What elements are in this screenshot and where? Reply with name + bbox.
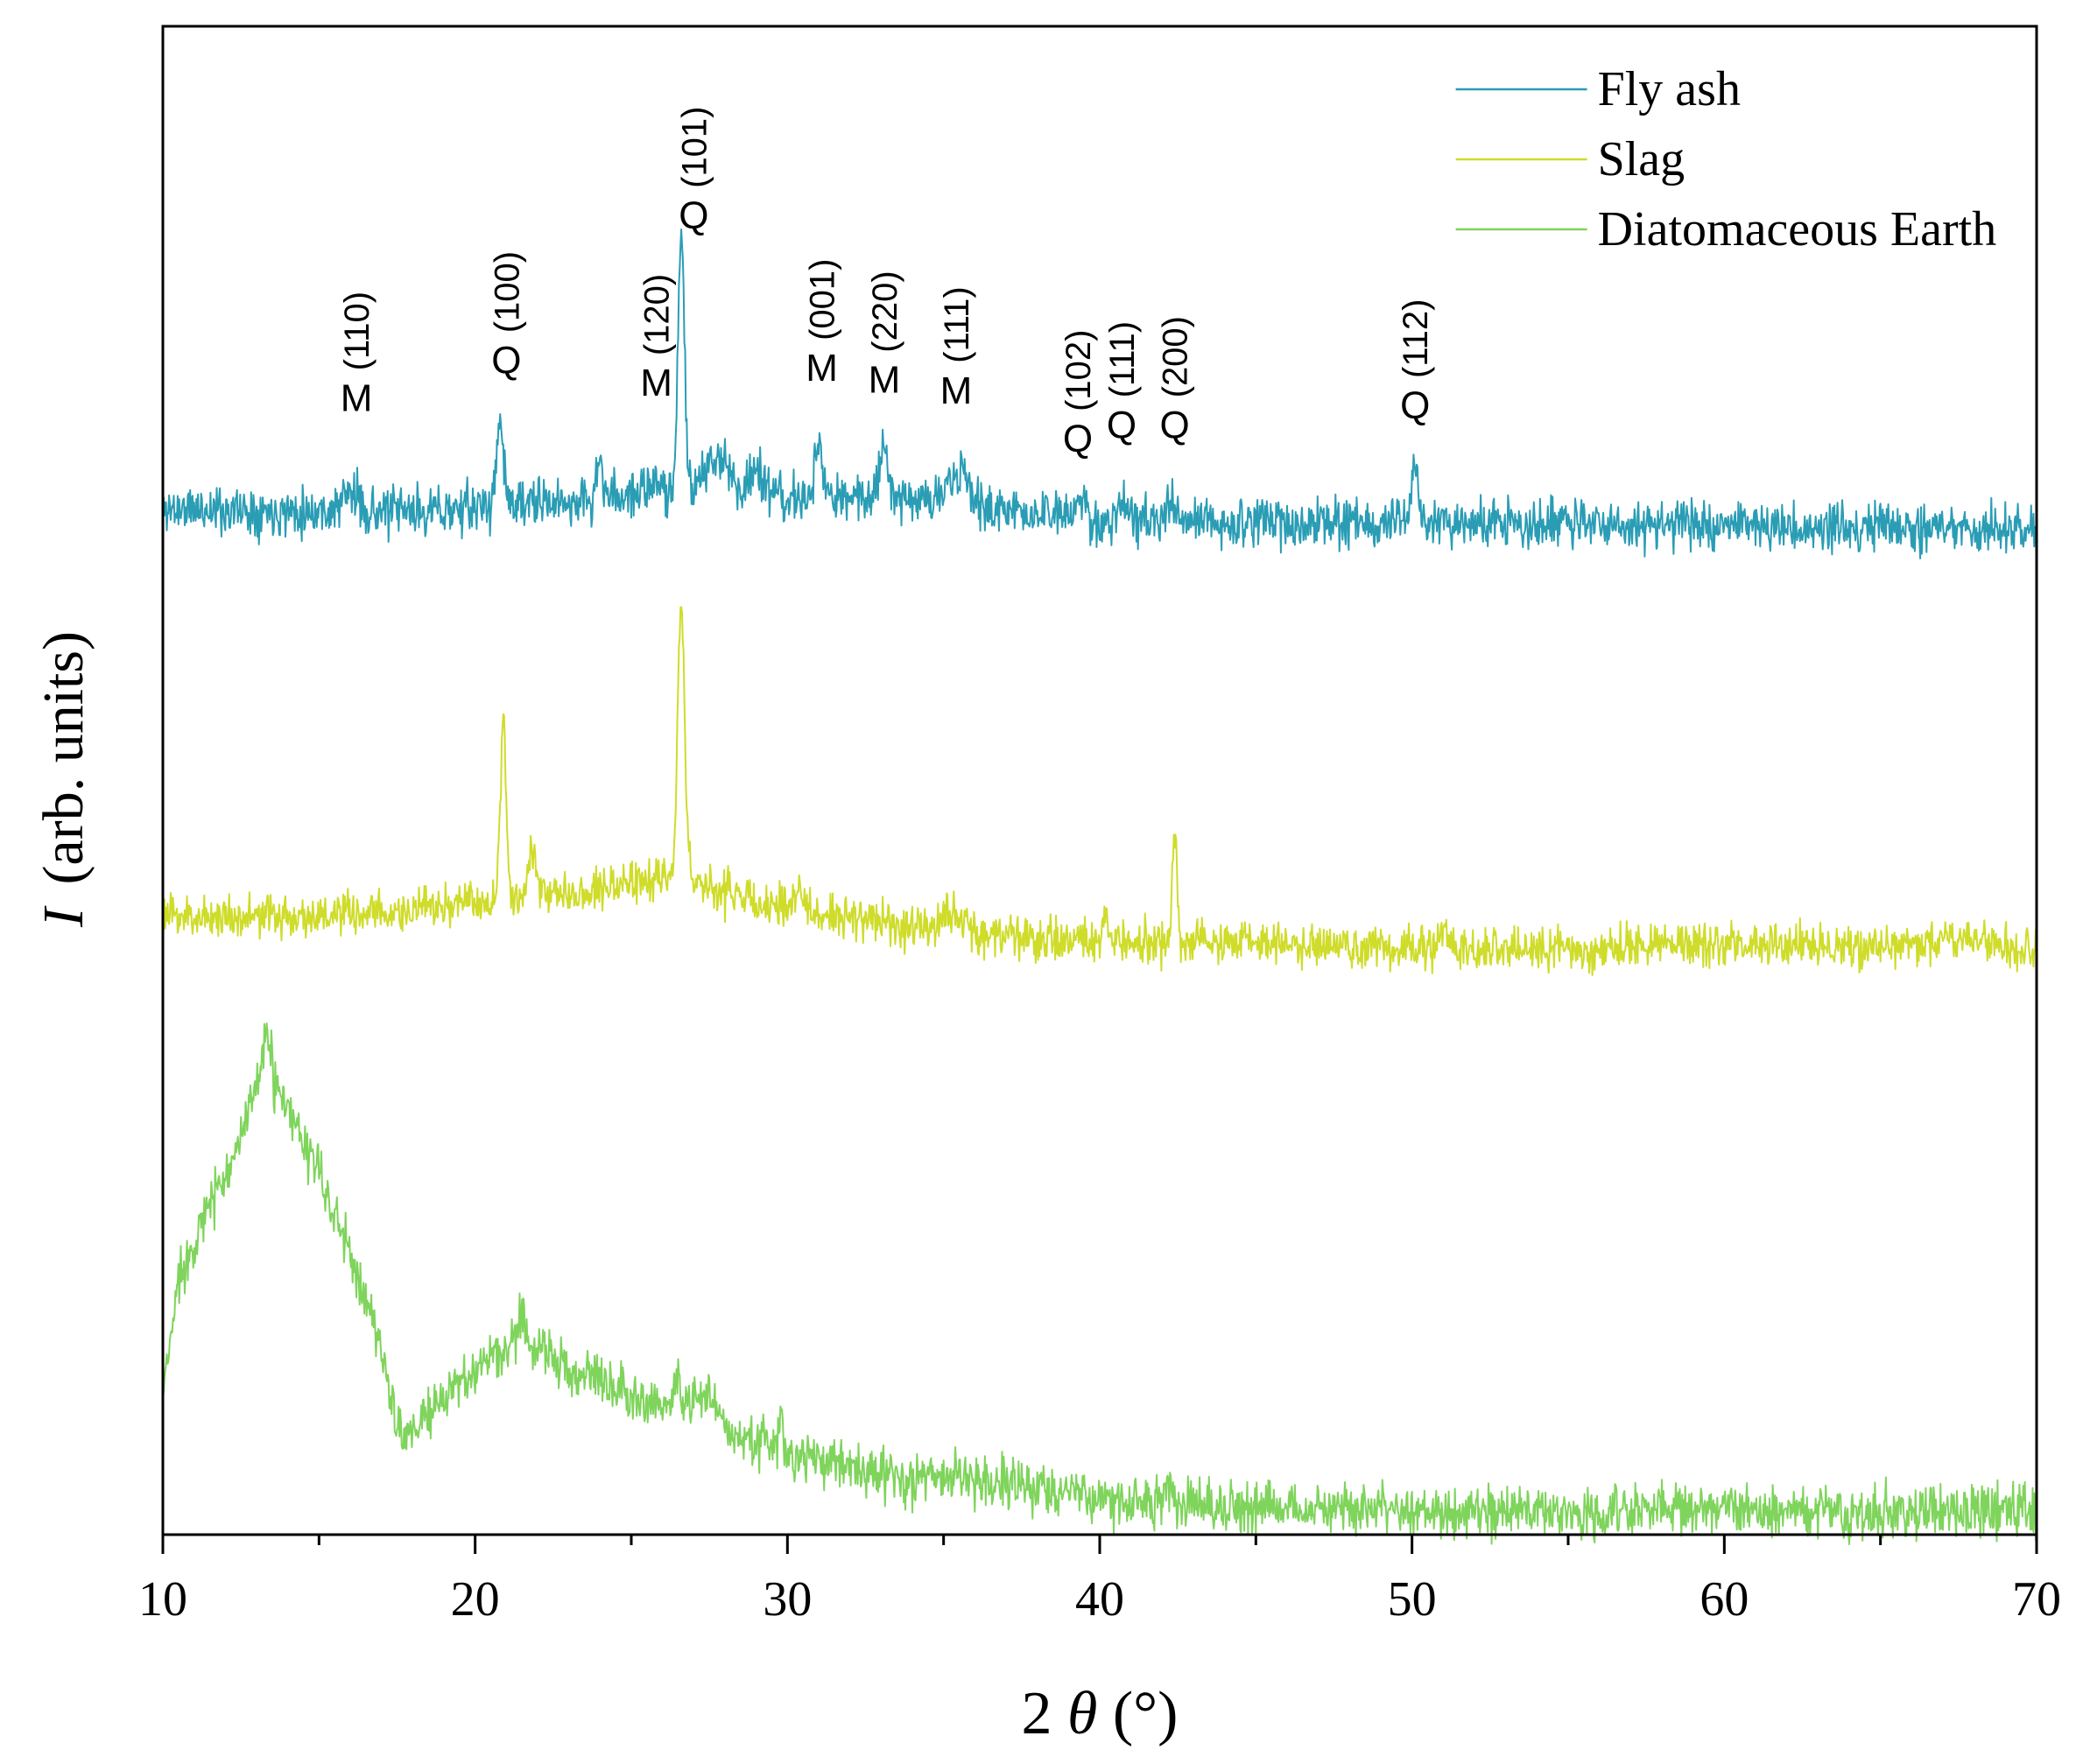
peak-hkl-label: (111): [1103, 321, 1142, 397]
legend-label: Slag: [1598, 132, 1685, 186]
peak-annotation: M (001): [804, 259, 842, 390]
x-tick-label: 20: [451, 1572, 500, 1627]
peak-phase-label: M: [940, 369, 973, 412]
peak-phase-label: Q: [1063, 418, 1093, 460]
peak-annotation: M (220): [866, 271, 904, 401]
x-tick-label: 30: [763, 1572, 812, 1627]
peak-phase-label: M: [341, 376, 373, 419]
peak-phase-label: Q: [1107, 404, 1137, 446]
series-line-2: [162, 1023, 2037, 1545]
peak-hkl-label: (110): [338, 292, 376, 370]
x-tick-label: 50: [1388, 1572, 1437, 1627]
x-tick-label: 40: [1075, 1572, 1124, 1627]
peak-phase-label: M: [869, 359, 901, 402]
series-line-1: [162, 606, 2037, 976]
x-tick-label: 70: [2012, 1572, 2061, 1627]
series-layer: [162, 228, 2037, 1545]
legend-label: Fly ash: [1598, 62, 1741, 116]
peak-annotation: Q (200): [1157, 316, 1195, 446]
peak-hkl-label: (001): [804, 259, 842, 341]
legend: Fly ash Slag Diatomaceous Earth: [1455, 62, 1997, 257]
x-axis-label-symbol: θ: [1067, 1680, 1097, 1747]
peak-hkl-label: (101): [675, 106, 714, 187]
peak-hkl-label: (220): [866, 271, 904, 352]
y-axis-label: I (arb. units): [32, 631, 95, 928]
x-axis-label-unit: (°): [1113, 1680, 1179, 1747]
peak-annotation: Q (100): [488, 251, 526, 382]
peak-hkl-label: (120): [638, 274, 677, 355]
x-tick-label: 60: [1699, 1572, 1749, 1627]
peak-annotation: Q (101): [675, 106, 714, 236]
x-axis-ticks: 10 20 30 40 50 60 70: [138, 1535, 2061, 1627]
peak-annotation: M (120): [638, 274, 677, 404]
y-axis-label-symbol: I: [32, 905, 95, 928]
peak-phase-label: M: [806, 347, 838, 390]
peak-hkl-label: (111): [938, 286, 976, 362]
peak-annotations: M(110) Q(100)M(120)Q(101)M(001)M(220)M(11…: [338, 106, 1435, 460]
legend-label: Diatomaceous Earth: [1598, 202, 1997, 257]
peak-phase-label: Q: [1400, 384, 1430, 427]
x-axis-label-prefix: 2: [1021, 1680, 1052, 1747]
peak-annotation: Q (111): [1103, 321, 1142, 446]
y-axis-label-text: (arb. units): [32, 631, 95, 885]
series-line-0: [162, 228, 2037, 559]
peak-annotation: Q (102): [1059, 329, 1098, 460]
x-axis-label: 2 θ (°): [1021, 1680, 1178, 1747]
peak-hkl-label: (102): [1059, 329, 1098, 411]
peak-hkl-label: (200): [1157, 316, 1195, 397]
peak-hkl-label: (100): [488, 251, 526, 333]
peak-annotation: M (111): [938, 286, 976, 411]
peak-phase-label: M: [640, 362, 672, 404]
peak-hkl-label: (112): [1397, 299, 1435, 378]
peak-phase-label: Q: [1159, 404, 1189, 446]
peak-annotation: Q (112): [1397, 299, 1435, 427]
peak-phase-label: Q: [679, 194, 708, 237]
x-tick-label: 10: [138, 1572, 187, 1627]
peak-annotation: M (110): [338, 292, 376, 419]
peak-phase-label: Q: [491, 339, 521, 382]
